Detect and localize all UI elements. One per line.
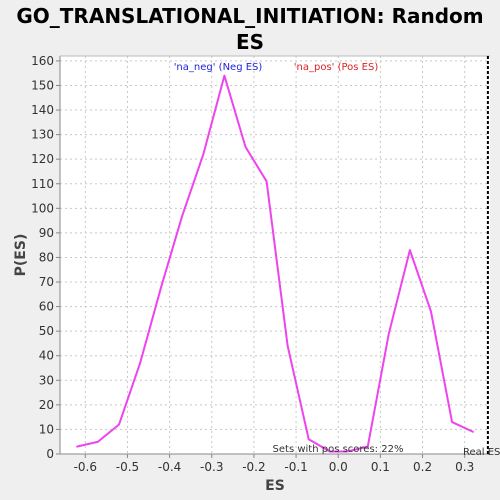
- data-point: [139, 362, 141, 364]
- y-tick-label: 120: [31, 152, 54, 166]
- y-tick-label: 140: [31, 103, 54, 117]
- x-tick-label: -0.5: [116, 460, 139, 474]
- x-tick-label: -0.2: [242, 460, 265, 474]
- x-axis-label: ES: [265, 478, 285, 494]
- y-tick-label: 70: [39, 275, 54, 289]
- data-point: [244, 146, 247, 148]
- data-point: [181, 214, 184, 217]
- data-point: [76, 445, 78, 448]
- y-tick-label: 110: [31, 177, 54, 191]
- x-tick-label: 0.0: [329, 460, 348, 474]
- x-tick-label: -0.1: [284, 460, 307, 474]
- y-tick-label: 60: [39, 300, 54, 314]
- y-axis-label: P(ES): [13, 234, 29, 277]
- x-tick-label: -0.6: [74, 460, 97, 474]
- data-point: [366, 445, 369, 448]
- data-point: [286, 345, 289, 347]
- data-point: [472, 431, 474, 433]
- y-tick-label: 20: [39, 398, 54, 412]
- data-point: [345, 450, 348, 453]
- data-point: [160, 286, 162, 288]
- y-tick-label: 40: [39, 349, 54, 363]
- data-point: [430, 310, 432, 313]
- data-point: [118, 423, 120, 426]
- y-tick-label: 150: [31, 78, 54, 92]
- data-point: [307, 438, 310, 441]
- y-tick-label: 160: [31, 54, 54, 68]
- data-point: [451, 421, 453, 423]
- real-es-label: Real ES: [463, 447, 500, 458]
- y-tick-label: 90: [39, 226, 54, 240]
- legend-pos: 'na_pos' (Pos ES): [294, 62, 379, 73]
- data-point: [97, 440, 99, 443]
- y-tick-label: 80: [39, 250, 54, 264]
- data-point: [329, 450, 331, 453]
- data-point: [265, 180, 268, 183]
- chart-title-line1: GO_TRANSLATIONAL_INITIATION: Random ES: [16, 4, 484, 54]
- x-tick-label: 0.2: [413, 460, 432, 474]
- data-point: [388, 332, 390, 335]
- y-tick-label: 10: [39, 422, 54, 436]
- x-tick-label: -0.3: [200, 460, 223, 474]
- y-tick-label: 0: [46, 447, 54, 461]
- x-tick-label: 0.3: [455, 460, 474, 474]
- legend-neg: 'na_neg' (Neg ES): [174, 62, 263, 73]
- x-ticks: -0.6 -0.5 -0.4 -0.3 -0.2 -0.1 0.0 0.1 0.2 0.3: [74, 454, 474, 474]
- y-ticks: 0 10 20 30 40 50 60 70 80 90 100 110 120 130 140 150 160: [31, 54, 60, 461]
- y-tick-label: 130: [31, 128, 54, 142]
- distribution-line: [76, 74, 474, 453]
- data-point: [409, 249, 411, 251]
- data-point: [223, 74, 226, 77]
- data-point: [202, 153, 205, 156]
- y-tick-label: 50: [39, 324, 54, 338]
- axes: [59, 55, 490, 455]
- y-tick-label: 30: [39, 373, 54, 387]
- y-tick-label: 100: [31, 201, 54, 215]
- x-tick-label: 0.1: [371, 460, 390, 474]
- x-tick-label: -0.4: [158, 460, 181, 474]
- series-group: [76, 74, 474, 453]
- pos-scores-annotation: Sets with pos scores: 22%: [273, 444, 404, 455]
